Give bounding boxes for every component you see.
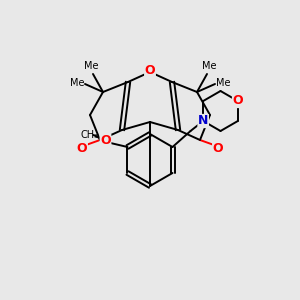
Text: O: O	[145, 64, 155, 77]
Text: Me: Me	[70, 78, 84, 88]
Text: O: O	[100, 134, 111, 148]
Text: Me: Me	[216, 78, 230, 88]
Text: CH₃: CH₃	[80, 130, 98, 140]
Text: O: O	[232, 94, 243, 107]
Text: O: O	[77, 142, 87, 154]
Text: Me: Me	[84, 61, 98, 71]
Text: N: N	[198, 115, 208, 128]
Text: Me: Me	[202, 61, 216, 71]
Text: O: O	[213, 142, 223, 154]
